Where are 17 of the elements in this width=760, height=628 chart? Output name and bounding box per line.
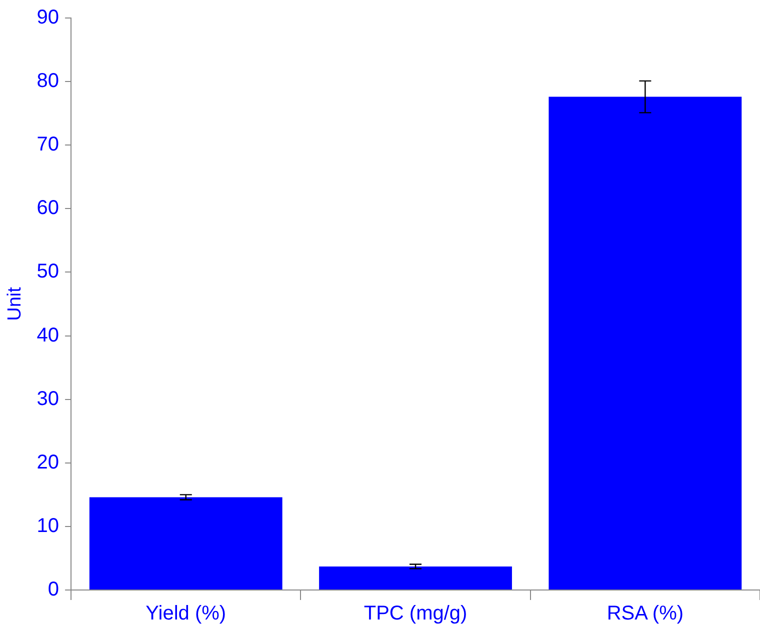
y-tick-label: 50 <box>36 260 60 283</box>
y-axis-title: Unit <box>4 286 26 321</box>
y-tick-label: 30 <box>36 388 60 410</box>
y-tick-label: 80 <box>36 70 60 92</box>
y-tick-label: 0 <box>48 578 60 601</box>
y-tick-label: 60 <box>36 197 60 220</box>
x-tick-label: Yield (%) <box>146 602 226 625</box>
y-tick-label: 20 <box>36 451 60 474</box>
y-tick-label: 10 <box>36 514 60 537</box>
y-tick-label: 70 <box>36 134 60 156</box>
bar <box>319 566 512 590</box>
x-tick-label: TPC (mg/g) <box>364 602 468 625</box>
bar <box>89 497 282 590</box>
bar <box>548 96 742 590</box>
x-tick-label: RSA (%) <box>606 602 684 625</box>
y-tick-label: 40 <box>36 324 60 346</box>
y-tick-label: 90 <box>36 6 60 29</box>
